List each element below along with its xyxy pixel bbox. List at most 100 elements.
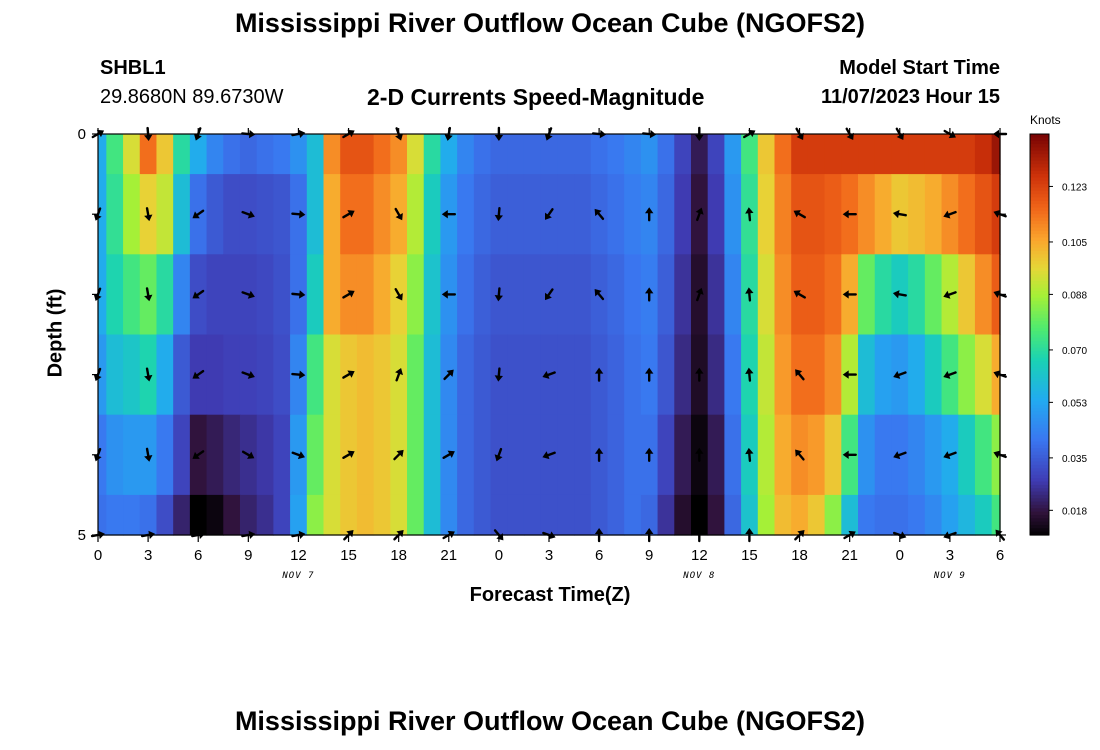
heatmap-cell: [373, 134, 391, 175]
colorbar-segment: [1030, 224, 1049, 229]
heatmap-cell: [757, 254, 776, 336]
x-tick-label: 3: [545, 547, 553, 564]
heatmap-cell: [607, 254, 625, 336]
heatmap-cell: [106, 334, 124, 416]
colorbar-segment: [1030, 301, 1049, 306]
heatmap-cell: [457, 174, 475, 255]
heatmap-cell: [323, 254, 341, 336]
heatmap-cell: [306, 494, 325, 536]
heatmap-cell: [974, 414, 993, 496]
heatmap-cell: [841, 134, 859, 175]
x-tick-label: 6: [595, 547, 603, 564]
heatmap-cell: [407, 414, 425, 496]
heatmap-cell: [858, 494, 876, 536]
colorbar-segment: [1030, 347, 1049, 352]
heatmap-cell: [156, 254, 174, 336]
colorbar-segment: [1030, 351, 1049, 356]
heatmap-cell: [407, 334, 425, 416]
colorbar-segment: [1030, 474, 1049, 479]
heatmap-cell: [891, 134, 909, 175]
heatmap-cell: [574, 134, 592, 175]
heatmap-cell: [356, 494, 375, 536]
heatmap-cell: [991, 134, 1001, 175]
model-start-value: 11/07/2023 Hour 15: [820, 86, 1000, 108]
heatmap-cell: [557, 494, 575, 536]
plot-subtitle: 2-D Currents Speed-Magnitude: [367, 84, 705, 110]
heatmap-cell: [156, 494, 174, 536]
heatmap-cell: [106, 254, 124, 336]
heatmap-cell: [473, 414, 492, 496]
heatmap-cell: [607, 174, 625, 255]
colorbar-segment: [1030, 247, 1049, 252]
date-label: NOV 8: [682, 571, 715, 581]
colorbar-segment: [1030, 514, 1049, 519]
heatmap-cell: [674, 494, 692, 536]
heatmap-cell: [757, 334, 776, 416]
heatmap-cell: [974, 134, 993, 175]
heatmap-cell: [223, 134, 241, 175]
colorbar-segment: [1030, 391, 1049, 396]
model-start-label: Model Start Time: [839, 57, 1000, 79]
heatmap-cell: [657, 254, 675, 336]
colorbar-segment: [1030, 240, 1049, 245]
heatmap-cell: [724, 134, 742, 175]
colorbar-segment: [1030, 354, 1049, 359]
heatmap-cell: [106, 134, 124, 175]
heatmap-cell: [256, 414, 274, 496]
heatmap-cell: [657, 414, 675, 496]
heatmap-cell: [741, 134, 759, 175]
heatmap-cell: [523, 414, 542, 496]
heatmap-cell: [106, 414, 124, 496]
heatmap-cell: [373, 494, 391, 536]
colorbar-segment: [1030, 177, 1049, 182]
heatmap-cell: [807, 414, 826, 496]
colorbar-segment: [1030, 408, 1049, 412]
heatmap-cell: [423, 414, 442, 496]
colorbar-segment: [1030, 471, 1049, 476]
heatmap-cell: [306, 174, 325, 255]
heatmap-cell: [824, 334, 842, 416]
heatmap-cell: [356, 134, 375, 175]
heatmap-cell: [156, 134, 174, 175]
heatmap-cell: [507, 254, 525, 336]
heatmap-cell: [156, 414, 174, 496]
heatmap-cell: [858, 254, 876, 336]
colorbar-segment: [1030, 204, 1049, 209]
heatmap-cell: [824, 134, 842, 175]
heatmap-cell: [323, 334, 341, 416]
y-tick-label: 0: [78, 126, 86, 143]
heatmap-cell: [473, 334, 492, 416]
heatmap-cell: [690, 494, 709, 536]
chart-title: Mississippi River Outflow Ocean Cube (NG…: [234, 8, 866, 38]
heatmap-cell: [991, 494, 1001, 536]
colorbar-segment: [1030, 214, 1049, 219]
heatmap-cell: [707, 134, 725, 175]
colorbar-segment: [1030, 260, 1049, 265]
heatmap-cell: [891, 494, 909, 536]
heatmap-cell: [390, 134, 408, 175]
heatmap-cell: [540, 494, 558, 536]
heatmap-cell: [457, 254, 475, 336]
colorbar-segment: [1030, 361, 1049, 366]
heatmap-cell: [323, 174, 341, 255]
x-tick-label: 21: [841, 547, 858, 564]
colorbar-segment: [1030, 170, 1049, 175]
heatmap-cell: [824, 414, 842, 496]
heatmap-cell: [908, 134, 926, 175]
heatmap-cell: [807, 494, 826, 536]
colorbar: 0.123 0.105 0.088 0.070 0.053 0.035 0.018: [1029, 133, 1087, 536]
heatmap-cell: [874, 494, 893, 536]
colorbar-segment: [1030, 374, 1049, 379]
x-axis-label: Forecast Time(Z): [469, 584, 631, 606]
colorbar-segment: [1030, 397, 1049, 402]
heatmap-cell: [774, 414, 792, 496]
colorbar-segment: [1030, 281, 1049, 285]
heatmap-cell: [590, 134, 609, 175]
heatmap-cell: [206, 174, 224, 255]
colorbar-segment: [1030, 478, 1049, 483]
heatmap-cell: [941, 134, 959, 175]
heatmap-cell: [774, 254, 792, 336]
heatmap-cell: [958, 134, 976, 175]
x-tick-label: 6: [194, 547, 202, 564]
heatmap-cell: [707, 254, 725, 336]
